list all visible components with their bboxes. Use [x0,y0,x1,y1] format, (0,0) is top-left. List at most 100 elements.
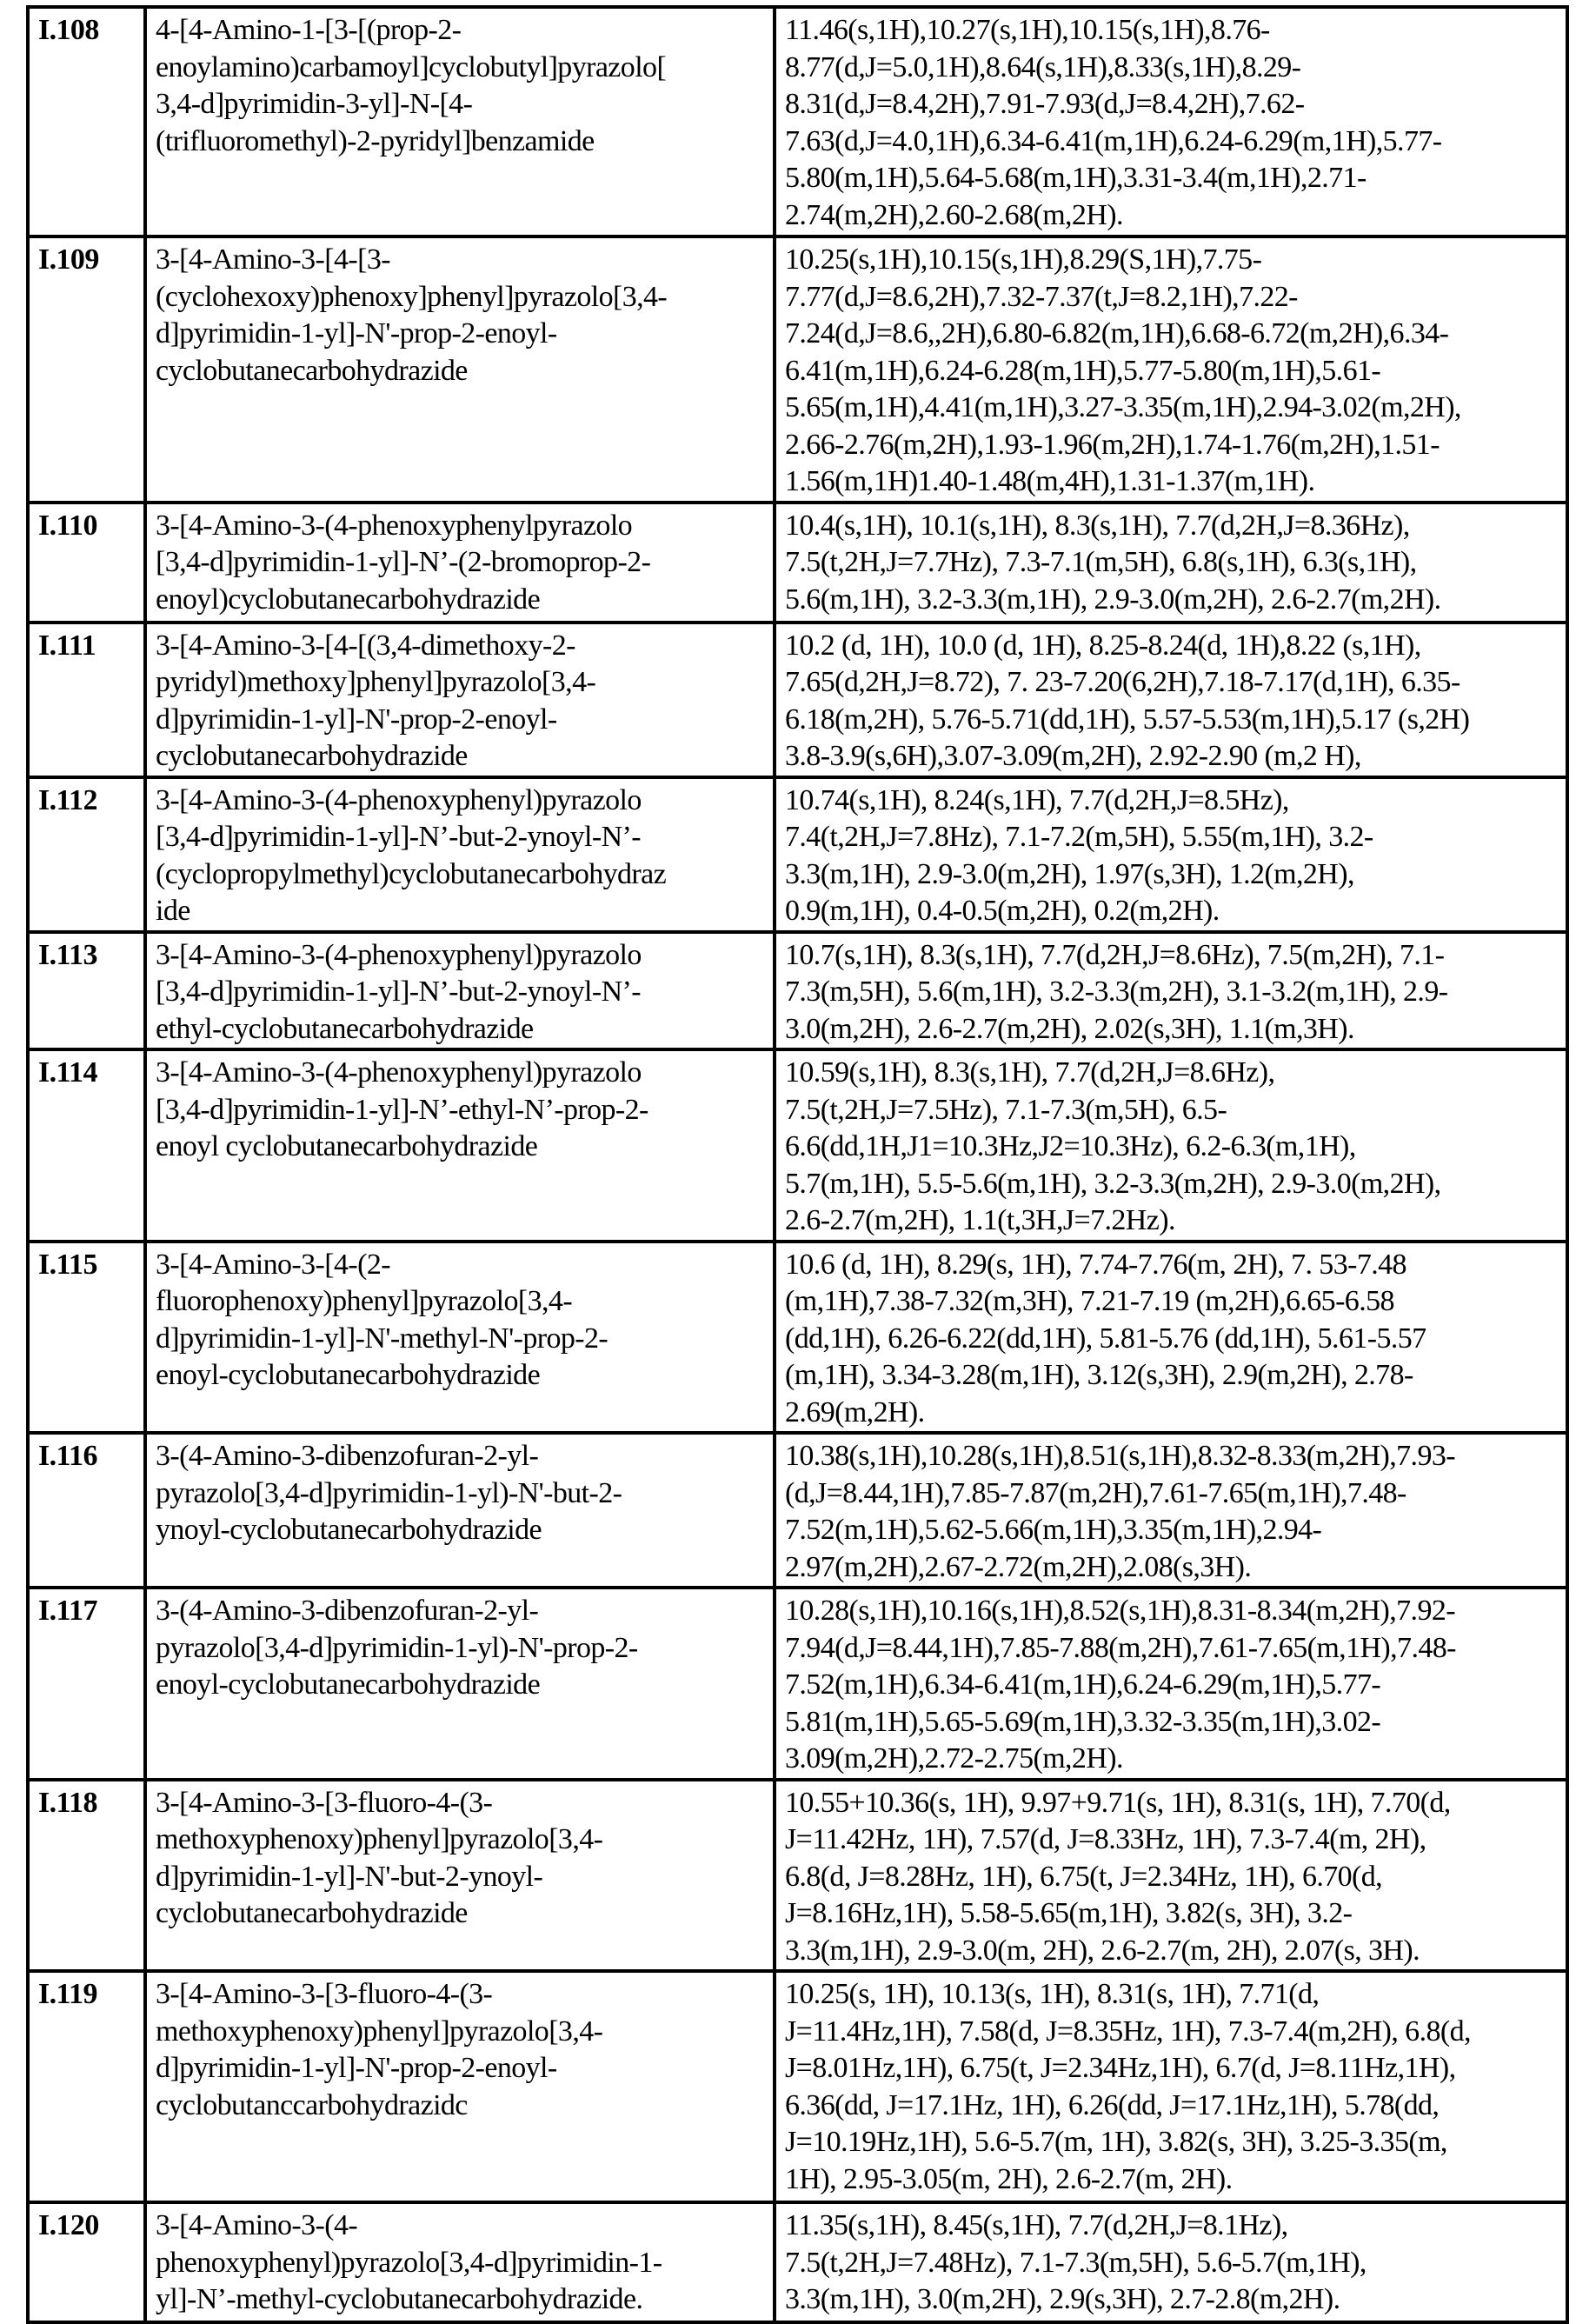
nmr-data-line: 11.35(s,1H), 8.45(s,1H), 7.7(d,2H,J=8.1H… [785,2207,1557,2245]
nmr-data-line: 7.5(t,2H,J=7.7Hz), 7.3-7.1(m,5H), 6.8(s,… [785,544,1557,582]
compound-name-line: 3-(4-Amino-3-dibenzofuran-2-yl- [156,1593,764,1630]
nmr-data: 10.74(s,1H), 8.24(s,1H), 7.7(d,2H,J=8.5H… [775,777,1567,932]
nmr-data-line: 6.18(m,2H), 5.76-5.71(dd,1H), 5.57-5.53(… [785,702,1557,739]
nmr-data-line: 8.31(d,J=8.4,2H),7.91-7.93(d,J=8.4,2H),7… [785,86,1557,123]
nmr-data-line: J=11.4Hz,1H), 7.58(d, J=8.35Hz, 1H), 7.3… [785,2014,1557,2051]
nmr-data-line: J=8.01Hz,1H), 6.75(t, J=2.34Hz,1H), 6.7(… [785,2050,1557,2088]
nmr-data-line: 7.24(d,J=8.6,,2H),6.80-6.82(m,1H),6.68-6… [785,316,1557,353]
nmr-data-line: (d,J=8.44,1H),7.85-7.87(m,2H),7.61-7.65(… [785,1475,1557,1513]
table-row: I.1173-(4-Amino-3-dibenzofuran-2-yl-pyra… [28,1588,1567,1780]
compound-id: I.116 [28,1433,145,1588]
compound-id: I.120 [28,2202,145,2322]
compound-name-line: phenoxyphenyl)pyrazolo[3,4-d]pyrimidin-1… [156,2245,764,2282]
compound-id: I.113 [28,932,145,1050]
nmr-data-line: J=8.16Hz,1H), 5.58-5.65(m,1H), 3.82(s, 3… [785,1895,1557,1933]
compound-name-line: 3-[4-Amino-3-[3-fluoro-4-(3- [156,1785,764,1822]
compound-name-line: 3-[4-Amino-3-(4-phenoxyphenyl)pyrazolo [156,1055,764,1092]
compound-id: I.108 [28,7,145,236]
compound-name-line: 3-[4-Amino-3-(4-phenoxyphenylpyrazolo [156,508,764,545]
nmr-data: 10.25(s,1H),10.15(s,1H),8.29(S,1H),7.75-… [775,236,1567,503]
compound-name-line: d]pyrimidin-1-yl]-N'-prop-2-enoyl- [156,2050,764,2088]
nmr-data-line: J=11.42Hz, 1H), 7.57(d, J=8.33Hz, 1H), 7… [785,1821,1557,1859]
nmr-data: 10.2 (d, 1H), 10.0 (d, 1H), 8.25-8.24(d,… [775,623,1567,777]
nmr-data-line: 10.55+10.36(s, 1H), 9.97+9.71(s, 1H), 8.… [785,1785,1557,1822]
nmr-data-line: 3.3(m,1H), 2.9-3.0(m, 2H), 2.6-2.7(m, 2H… [785,1933,1557,1970]
nmr-data-line: 7.5(t,2H,J=7.48Hz), 7.1-7.3(m,5H), 5.6-5… [785,2245,1557,2282]
compound-name-line: d]pyrimidin-1-yl]-N'-prop-2-enoyl- [156,702,764,739]
compound-id: I.111 [28,623,145,777]
compound-name-line: d]pyrimidin-1-yl]-N'-prop-2-enoyl- [156,316,764,353]
compound-name-line: fluorophenoxy)phenyl]pyrazolo[3,4- [156,1283,764,1321]
compound-id: I.117 [28,1588,145,1780]
nmr-data-line: 10.25(s,1H),10.15(s,1H),8.29(S,1H),7.75- [785,242,1557,279]
nmr-data: 10.7(s,1H), 8.3(s,1H), 7.7(d,2H,J=8.6Hz)… [775,932,1567,1050]
compound-name-line: cyclobutanccarbohydrazidc [156,2088,764,2125]
compound-name-line: 3-[4-Amino-3-(4-phenoxyphenyl)pyrazolo [156,937,764,975]
compound-name-line: pyrazolo[3,4-d]pyrimidin-1-yl)-N'-prop-2… [156,1630,764,1668]
nmr-data-line: 10.38(s,1H),10.28(s,1H),8.51(s,1H),8.32-… [785,1438,1557,1475]
compound-name-line: enoylamino)carbamoyl]cyclobutyl]pyrazolo… [156,50,764,87]
nmr-data-line: J=10.19Hz,1H), 5.6-5.7(m, 1H), 3.82(s, 3… [785,2124,1557,2161]
compound-id: I.115 [28,1242,145,1434]
compound-name-line: methoxyphenoxy)phenyl]pyrazolo[3,4- [156,2014,764,2051]
nmr-data-line: 5.6(m,1H), 3.2-3.3(m,1H), 2.9-3.0(m,2H),… [785,582,1557,619]
compound-name: 3-[4-Amino-3-(4-phenoxyphenyl)pyrazolo[3… [145,1049,775,1242]
nmr-data: 10.59(s,1H), 8.3(s,1H), 7.7(d,2H,J=8.6Hz… [775,1049,1567,1242]
nmr-data-line: 1H), 2.95-3.05(m, 2H), 2.6-2.7(m, 2H). [785,2161,1557,2199]
nmr-data-line: 7.77(d,J=8.6,2H),7.32-7.37(t,J=8.2,1H),7… [785,279,1557,316]
compound-name: 3-[4-Amino-3-(4-phenoxyphenyl)pyrazolo[3… [145,932,775,1050]
table-row: I.1183-[4-Amino-3-[3-fluoro-4-(3-methoxy… [28,1780,1567,1972]
nmr-data: 11.46(s,1H),10.27(s,1H),10.15(s,1H),8.76… [775,7,1567,236]
compound-id: I.119 [28,1971,145,2202]
compound-name-line: pyrazolo[3,4-d]pyrimidin-1-yl)-N'-but-2- [156,1475,764,1513]
nmr-data: 10.28(s,1H),10.16(s,1H),8.52(s,1H),8.31-… [775,1588,1567,1780]
nmr-data-line: 10.2 (d, 1H), 10.0 (d, 1H), 8.25-8.24(d,… [785,628,1557,665]
compound-name: 3-(4-Amino-3-dibenzofuran-2-yl-pyrazolo[… [145,1433,775,1588]
nmr-data-line: 3.0(m,2H), 2.6-2.7(m,2H), 2.02(s,3H), 1.… [785,1011,1557,1049]
compound-name-line: enoyl cyclobutanecarbohydrazide [156,1129,764,1166]
compound-name-line: d]pyrimidin-1-yl]-N'-but-2-ynoyl- [156,1859,764,1896]
compound-name: 3-[4-Amino-3-(4-phenoxyphenylpyrazolo[3,… [145,503,775,623]
compound-name-line: d]pyrimidin-1-yl]-N'-methyl-N'-prop-2- [156,1321,764,1358]
compound-name-line: [3,4-d]pyrimidin-1-yl]-N’-ethyl-N’-prop-… [156,1092,764,1129]
nmr-data-line: 1.56(m,1H)1.40-1.48(m,4H),1.31-1.37(m,1H… [785,463,1557,501]
nmr-data-line: 10.6 (d, 1H), 8.29(s, 1H), 7.74-7.76(m, … [785,1247,1557,1284]
compound-name-line: ide [156,893,764,930]
nmr-data-line: 2.74(m,2H),2.60-2.68(m,2H). [785,197,1557,235]
nmr-data-line: 7.52(m,1H),6.34-6.41(m,1H),6.24-6.29(m,1… [785,1667,1557,1704]
compound-name-line: yl]-N’-methyl-cyclobutanecarbohydrazide. [156,2281,764,2319]
table-row: I.1113-[4-Amino-3-[4-[(3,4-dimethoxy-2-p… [28,623,1567,777]
compound-name-line: 3-[4-Amino-3-(4- [156,2207,764,2245]
nmr-data-line: 7.4(t,2H,J=7.8Hz), 7.1-7.2(m,5H), 5.55(m… [785,819,1557,856]
compound-name-line: 3-[4-Amino-3-[4-[3- [156,242,764,279]
table-row: I.1133-[4-Amino-3-(4-phenoxyphenyl)pyraz… [28,932,1567,1050]
nmr-data-line: 6.41(m,1H),6.24-6.28(m,1H),5.77-5.80(m,1… [785,353,1557,390]
table-body: I.1084-[4-Amino-1-[3-[(prop-2-enoylamino… [28,7,1567,2322]
nmr-data-line: 5.65(m,1H),4.41(m,1H),3.27-3.35(m,1H),2.… [785,390,1557,427]
compound-name-line: cyclobutanecarbohydrazide [156,1895,764,1933]
nmr-data: 10.6 (d, 1H), 8.29(s, 1H), 7.74-7.76(m, … [775,1242,1567,1434]
compound-name-line: [3,4-d]pyrimidin-1-yl]-N’-but-2-ynoyl-N’… [156,819,764,856]
nmr-data-line: 7.94(d,J=8.44,1H),7.85-7.88(m,2H),7.61-7… [785,1630,1557,1668]
nmr-data-line: 3.3(m,1H), 2.9-3.0(m,2H), 1.97(s,3H), 1.… [785,856,1557,894]
compound-name: 3-[4-Amino-3-[3-fluoro-4-(3-methoxypheno… [145,1971,775,2202]
table-row: I.1203-[4-Amino-3-(4-phenoxyphenyl)pyraz… [28,2202,1567,2322]
table-row: I.1163-(4-Amino-3-dibenzofuran-2-yl-pyra… [28,1433,1567,1588]
nmr-data-line: 10.28(s,1H),10.16(s,1H),8.52(s,1H),8.31-… [785,1593,1557,1630]
compound-name-line: ethyl-cyclobutanecarbohydrazide [156,1011,764,1049]
compound-nmr-table: I.1084-[4-Amino-1-[3-[(prop-2-enoylamino… [26,5,1569,2324]
compound-name: 3-(4-Amino-3-dibenzofuran-2-yl-pyrazolo[… [145,1588,775,1780]
table-row: I.1153-[4-Amino-3-[4-(2-fluorophenoxy)ph… [28,1242,1567,1434]
compound-name-line: [3,4-d]pyrimidin-1-yl]-N’-but-2-ynoyl-N’… [156,974,764,1011]
nmr-data: 10.55+10.36(s, 1H), 9.97+9.71(s, 1H), 8.… [775,1780,1567,1972]
nmr-data-line: 6.6(dd,1H,J1=10.3Hz,J2=10.3Hz), 6.2-6.3(… [785,1129,1557,1166]
compound-name-line: pyridyl)methoxy]phenyl]pyrazolo[3,4- [156,664,764,702]
compound-name-line: cyclobutanecarbohydrazide [156,353,764,390]
compound-name: 3-[4-Amino-3-(4-phenoxyphenyl)pyrazolo[3… [145,2202,775,2322]
table-row: I.1103-[4-Amino-3-(4-phenoxyphenylpyrazo… [28,503,1567,623]
nmr-data-line: 10.4(s,1H), 10.1(s,1H), 8.3(s,1H), 7.7(d… [785,508,1557,545]
nmr-data-line: 8.77(d,J=5.0,1H),8.64(s,1H),8.33(s,1H),8… [785,50,1557,87]
compound-id: I.110 [28,503,145,623]
nmr-data-line: 2.69(m,2H). [785,1395,1557,1432]
nmr-data: 10.4(s,1H), 10.1(s,1H), 8.3(s,1H), 7.7(d… [775,503,1567,623]
